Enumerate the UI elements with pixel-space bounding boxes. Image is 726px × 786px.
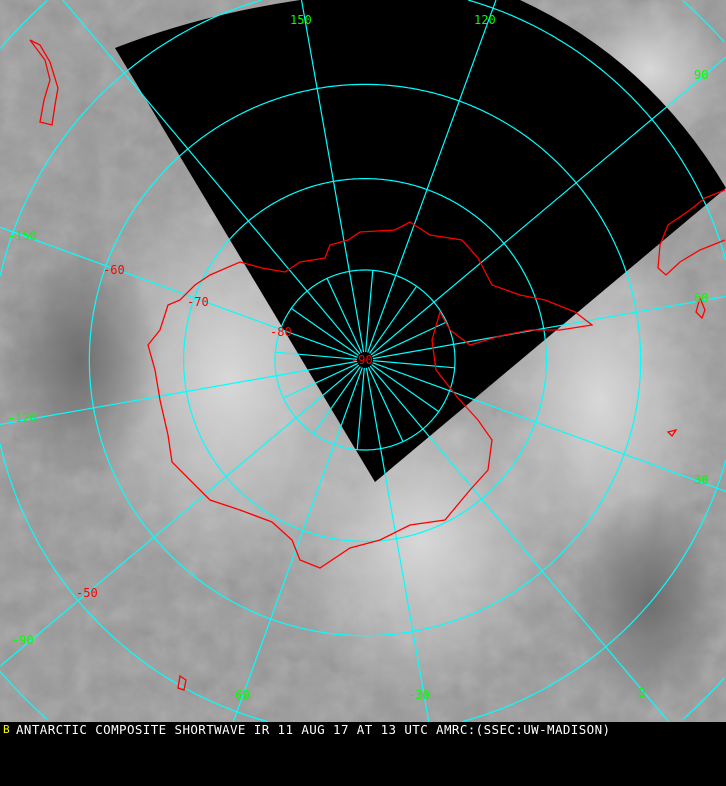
longitude-label: -150: [8, 229, 37, 243]
satellite-image: 150 120 90 60 30 0 -30 -60 -90 -120 -150 -90 -80 -70 -…: [0, 0, 726, 722]
longitude-label: 150: [290, 13, 312, 27]
clear-region: [574, 490, 726, 710]
longitude-label: 60: [694, 291, 708, 305]
latitude-label: -70: [187, 295, 209, 309]
longitude-label: -90: [12, 633, 34, 647]
longitude-label: -120: [8, 411, 37, 425]
longitude-label: -30: [408, 688, 430, 702]
satellite-map-view: 150 120 90 60 30 0 -30 -60 -90 -120 -150 -90 -80 -70 -…: [0, 0, 726, 738]
longitude-label: 30: [694, 473, 708, 487]
longitude-label: -60: [228, 688, 250, 702]
latitude-label: -80: [270, 325, 292, 339]
longitude-label: 90: [694, 68, 708, 82]
clear-region: [0, 240, 160, 480]
latitude-label: -90: [351, 353, 373, 367]
longitude-label: 0: [638, 686, 645, 700]
latitude-label: -50: [76, 586, 98, 600]
caption-text: ANTARCTIC COMPOSITE SHORTWAVE IR 11 AUG …: [16, 722, 610, 738]
latitude-label: -60: [103, 263, 125, 277]
caption-marker: B: [3, 722, 10, 738]
longitude-label: 120: [474, 13, 496, 27]
image-caption-bar: B ANTARCTIC COMPOSITE SHORTWAVE IR 11 AU…: [0, 722, 726, 738]
